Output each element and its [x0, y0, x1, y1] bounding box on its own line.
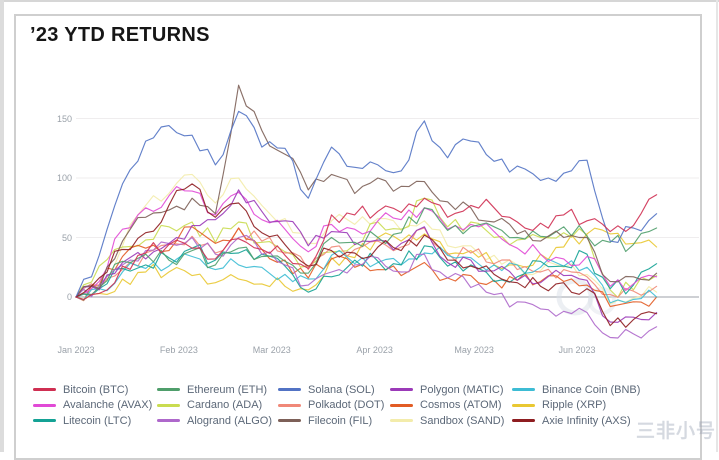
series-line-axie — [75, 183, 658, 328]
legend-item: Polkadot (DOT) — [278, 399, 390, 411]
legend-label: Avalanche (AVAX) — [63, 399, 153, 412]
legend-swatch — [33, 419, 56, 423]
legend-label: Axie Infinity (AXS) — [542, 414, 631, 427]
legend-item: Cardano (ADA) — [157, 399, 278, 411]
x-tick-label: May 2023 — [454, 345, 494, 355]
legend-swatch — [512, 403, 535, 407]
legend-swatch — [390, 388, 413, 392]
legend-item: Bitcoin (BTC) — [33, 384, 157, 396]
x-tick-label: Feb 2023 — [159, 345, 198, 355]
legend-label: Bitcoin (BTC) — [63, 383, 129, 396]
legend-swatch — [278, 388, 301, 392]
legend-item: Solana (SOL) — [278, 384, 390, 396]
legend-label: Cardano (ADA) — [187, 399, 263, 412]
series-line-ethereum — [75, 207, 658, 298]
x-tick-label: Apr 2023 — [356, 345, 393, 355]
legend-swatch — [33, 403, 56, 407]
legend-item: Filecoin (FIL) — [278, 415, 390, 427]
legend-label: Polkadot (DOT) — [308, 399, 385, 412]
x-tick-label: Jan 2023 — [57, 345, 95, 355]
legend-item: Ripple (XRP) — [512, 399, 682, 411]
legend-label: Litecoin (LTC) — [63, 414, 132, 427]
legend-item: Axie Infinity (AXS) — [512, 415, 682, 427]
legend-label: Cosmos (ATOM) — [420, 399, 502, 412]
legend-item: Sandbox (SAND) — [390, 415, 512, 427]
legend-label: Alogrand (ALGO) — [187, 414, 272, 427]
series-line-cosmos — [75, 226, 658, 308]
page-right-edge — [716, 0, 718, 452]
series-line-alogrand — [75, 234, 658, 339]
legend-swatch — [157, 388, 180, 392]
series-line-polygon — [75, 189, 658, 323]
chart-legend: Bitcoin (BTC) Ethereum (ETH) Solana (SOL) P… — [33, 382, 682, 429]
legend-label: Solana (SOL) — [308, 383, 375, 396]
legend-swatch — [390, 419, 413, 423]
legend-swatch — [157, 419, 180, 423]
legend-label: Ripple (XRP) — [542, 399, 607, 412]
legend-swatch — [278, 403, 301, 407]
legend-swatch — [278, 419, 301, 423]
x-tick-label: Mar 2023 — [252, 345, 291, 355]
legend-swatch — [390, 403, 413, 407]
watermark-text: 三非小号 — [636, 421, 717, 442]
legend-item: Litecoin (LTC) — [33, 415, 157, 427]
legend-label: Ethereum (ETH) — [187, 383, 268, 396]
page-left-edge — [0, 0, 4, 452]
legend-item: Alogrand (ALGO) — [157, 415, 278, 427]
series-line-solana — [75, 110, 658, 298]
legend-label: Sandbox (SAND) — [420, 414, 505, 427]
legend-label: Polygon (MATIC) — [420, 383, 504, 396]
y-tick-label: 100 — [56, 173, 72, 183]
series-line-ripple — [75, 227, 658, 301]
legend-label: Binance Coin (BNB) — [542, 383, 641, 396]
legend-swatch — [33, 388, 56, 392]
y-tick-label: 0 — [66, 292, 72, 302]
legend-swatch — [512, 388, 535, 392]
legend-swatch — [157, 403, 180, 407]
chart-watermark-ring — [556, 278, 594, 316]
page-title: ’23 YTD RETURNS — [30, 24, 210, 46]
legend-item: Cosmos (ATOM) — [390, 399, 512, 411]
series-line-bitcoin — [75, 194, 658, 301]
legend-item: Binance Coin (BNB) — [512, 384, 682, 396]
y-tick-label: 150 — [56, 113, 72, 124]
legend-label: Filecoin (FIL) — [308, 414, 373, 427]
page-top-edge — [0, 0, 719, 2]
legend-item: Polygon (MATIC) — [390, 384, 512, 396]
legend-item: Ethereum (ETH) — [157, 384, 278, 396]
series-line-filecoin — [75, 84, 658, 298]
legend-swatch — [512, 419, 535, 423]
y-tick-label: 50 — [61, 232, 72, 243]
x-tick-label: Jun 2023 — [558, 345, 596, 355]
legend-item: Avalanche (AVAX) — [33, 399, 157, 411]
series-line-avalanche — [75, 186, 658, 298]
